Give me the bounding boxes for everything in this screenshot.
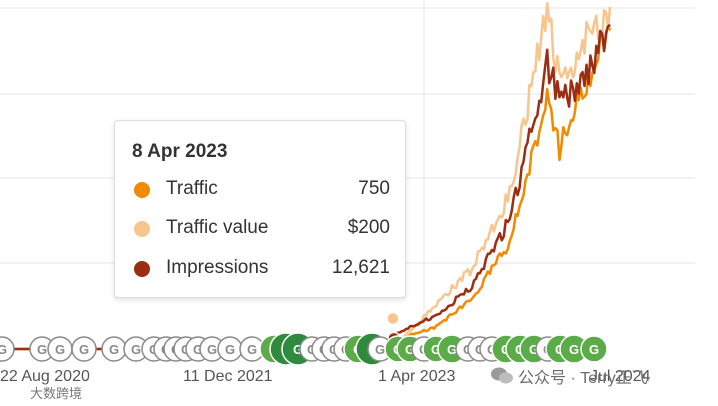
tooltip-date: 8 Apr 2023: [132, 141, 228, 162]
svg-text:G: G: [375, 342, 385, 357]
tooltip-value: 750: [358, 178, 390, 199]
traffic-dot-icon: [134, 182, 150, 198]
svg-text:G: G: [193, 342, 203, 357]
traffic-value-dot-icon: [134, 221, 150, 237]
watermark-text: 公众号 · Terry正飞: [518, 370, 648, 387]
svg-text:G: G: [79, 342, 89, 357]
svg-text:G: G: [405, 342, 415, 357]
svg-text:G: G: [0, 342, 7, 357]
x-tick-label: 11 Dec 2021: [183, 368, 273, 385]
impressions-dot-icon: [134, 261, 150, 277]
tooltip-value: 12,621: [331, 257, 390, 278]
hover-tooltip: 8 Apr 2023 Traffic 750 Traffic value $20…: [114, 120, 406, 298]
x-axis-ticks: 22 Aug 2020 11 Dec 2021 1 Apr 2023 Jul 2…: [0, 368, 651, 385]
svg-text:G: G: [529, 342, 539, 357]
x-tick-label: Jul 2024: [590, 368, 651, 385]
tooltip-row-impressions: Impressions 12,621: [132, 257, 390, 281]
wechat-icon: [491, 367, 513, 384]
x-tick-label: 1 Apr 2023: [378, 368, 456, 385]
tooltip-row-traffic-value: Traffic value $200: [132, 217, 390, 241]
svg-text:G: G: [293, 342, 303, 357]
svg-text:G: G: [207, 342, 217, 357]
tooltip-label: Impressions: [166, 257, 269, 278]
annotation-marker[interactable]: G: [0, 336, 15, 362]
svg-text:G: G: [131, 342, 141, 357]
svg-text:G: G: [109, 342, 119, 357]
svg-text:G: G: [447, 342, 457, 357]
annotation-markers: GGGGGGGGGGGGGGGGGGGGGGGGGGGGGGGGGGGGGGG: [0, 332, 608, 366]
tooltip-value: $200: [347, 217, 390, 238]
watermark-secondary: 大数跨境: [30, 386, 83, 401]
annotation-marker[interactable]: G: [47, 336, 73, 362]
hover-point: [386, 311, 400, 326]
svg-text:G: G: [431, 342, 441, 357]
svg-text:G: G: [37, 342, 47, 357]
annotation-marker[interactable]: G: [580, 335, 608, 363]
annotation-marker[interactable]: G: [217, 336, 243, 362]
tooltip-row-traffic: Traffic 750: [132, 178, 390, 202]
tooltip-label: Traffic value: [166, 217, 269, 238]
svg-text:G: G: [589, 342, 599, 357]
tooltip-label: Traffic: [166, 178, 218, 199]
svg-text:G: G: [569, 342, 579, 357]
svg-text:G: G: [247, 342, 257, 357]
x-tick-label: 22 Aug 2020: [0, 368, 90, 385]
svg-text:G: G: [55, 342, 65, 357]
svg-text:G: G: [225, 342, 235, 357]
annotation-marker[interactable]: G: [71, 336, 97, 362]
annotation-marker[interactable]: G: [101, 336, 127, 362]
